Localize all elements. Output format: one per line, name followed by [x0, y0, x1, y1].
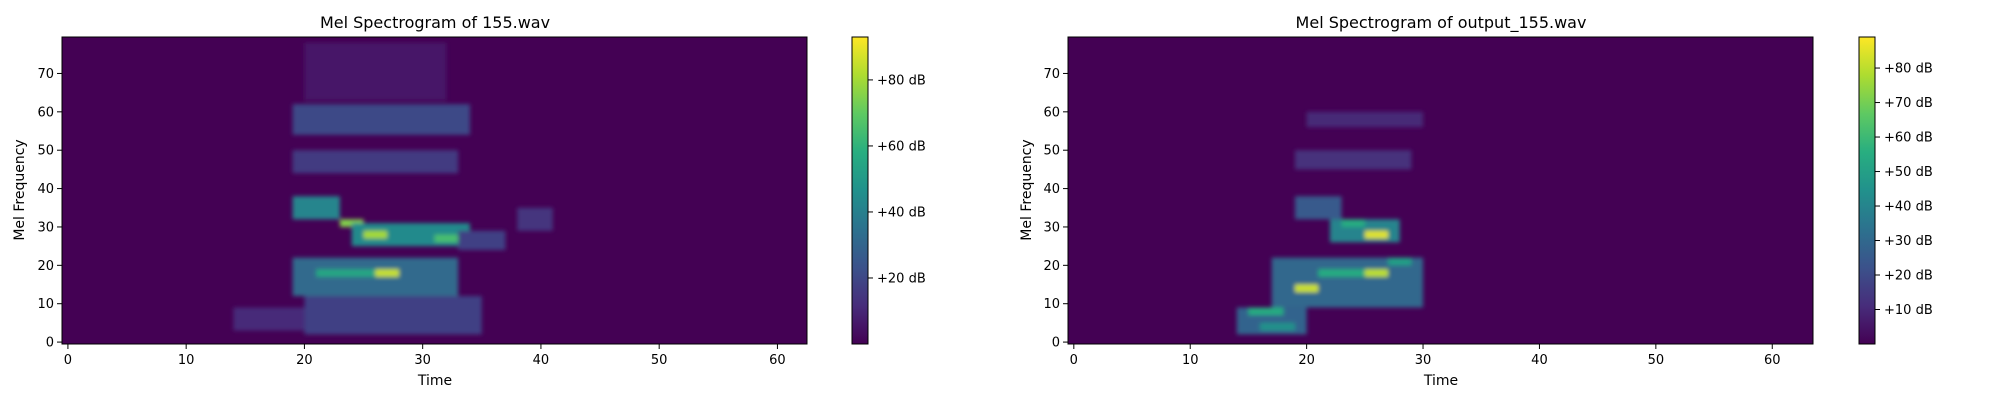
spectrogram-cell-14	[1306, 111, 1424, 128]
spectrogram-cell-3	[1260, 322, 1295, 331]
colorbar-tick-label: +60 dB	[877, 139, 926, 154]
panel-2-background	[1068, 37, 1813, 344]
spectrogram-cell-11	[1364, 230, 1389, 239]
spectrogram-cell-9	[363, 230, 388, 239]
y-tick-label: 40	[1043, 182, 1060, 197]
spectrogram-cell-11	[458, 230, 506, 250]
spectrogram-cell-6	[292, 196, 340, 220]
x-tick-label: 20	[1298, 353, 1315, 368]
panel-2-y-ticks: 0 10 20 30 40 50 60 70	[1043, 67, 1068, 351]
x-tick-label: 0	[64, 353, 72, 368]
spectrogram-cell-2	[304, 296, 482, 335]
spectrogram-cell-15	[304, 42, 447, 101]
y-tick-label: 20	[1043, 259, 1060, 274]
colorbar-tick-label: +80 dB	[877, 73, 926, 88]
y-tick-label: 60	[37, 105, 54, 120]
x-tick-label: 50	[651, 353, 668, 368]
x-tick-label: 20	[296, 353, 313, 368]
spectrogram-cell-13	[1294, 150, 1412, 170]
panel-1-frame	[61, 36, 808, 345]
y-tick-label: 30	[1043, 220, 1060, 235]
panel-2-y-label: Mel Frequency	[1019, 139, 1035, 240]
panel-2-title: Mel Spectrogram of output_155.wav	[1296, 13, 1587, 33]
panel-1-colorbar-ticks: +20 dB +40 dB +60 dB +80 dB	[868, 73, 926, 286]
x-tick-label: 30	[1415, 353, 1432, 368]
panel-2-colorbar-ticks: +10 dB +20 dB +30 dB +40 dB +50 dB +60 dB +70 …	[1875, 62, 1933, 318]
x-tick-label: 0	[1070, 353, 1078, 368]
spectrogram-cell-13	[292, 150, 459, 174]
y-tick-label: 20	[37, 259, 54, 274]
y-tick-label: 50	[37, 144, 54, 159]
spectrogram-cell-4	[1271, 257, 1424, 308]
y-tick-label: 10	[37, 297, 54, 312]
spectrogram-cell-2	[1248, 307, 1284, 316]
colorbar-tick-label: +20 dB	[877, 271, 926, 286]
x-tick-label: 10	[178, 353, 195, 368]
panel-2-cells	[1236, 111, 1424, 335]
x-tick-label: 60	[1764, 353, 1781, 368]
panel-1-x-ticks: 0 10 20 30 40 50 60	[64, 344, 786, 368]
panel-2-x-label: Time	[1423, 373, 1458, 389]
y-tick-label: 40	[37, 182, 54, 197]
panel-2: Mel Spectrogram of output_155.wav 0 10 20 3…	[1019, 13, 1933, 389]
spectrogram-cell-4	[316, 269, 400, 277]
colorbar-tick-label: +80 dB	[1884, 62, 1933, 77]
y-tick-label: 50	[1043, 144, 1060, 159]
panel-1-title: Mel Spectrogram of 155.wav	[320, 13, 550, 32]
panel-2-frame	[1067, 36, 1814, 345]
panel-2-colorbar	[1858, 36, 1876, 345]
panel-1-y-label: Mel Frequency	[12, 139, 28, 240]
y-tick-label: 0	[1052, 336, 1060, 351]
x-tick-label: 60	[769, 353, 786, 368]
colorbar-tick-label: +30 dB	[1884, 234, 1933, 249]
panel-1-cells	[233, 42, 553, 335]
spectrogram-cell-10	[434, 234, 459, 243]
colorbar-tick-label: +10 dB	[1884, 303, 1933, 318]
panel-1-colorbar	[851, 36, 869, 345]
colorbar-tick-label: +50 dB	[1884, 165, 1933, 180]
y-tick-label: 70	[37, 67, 54, 82]
x-tick-label: 50	[1648, 353, 1665, 368]
y-tick-label: 60	[1043, 105, 1060, 120]
panel-1: Mel Spectrogram of 155.wav 0 10 20 30 40 50 60…	[12, 13, 926, 389]
spectrogram-cell-5	[375, 269, 400, 277]
panel-2-x-ticks: 0 10 20 30 40 50 60	[1070, 344, 1781, 368]
spectrogram-cell-5	[1294, 284, 1319, 293]
colorbar-tick-label: +70 dB	[1884, 96, 1933, 111]
x-tick-label: 10	[1182, 353, 1199, 368]
y-tick-label: 0	[46, 336, 54, 351]
y-tick-label: 30	[37, 220, 54, 235]
spectrogram-cell-8	[1388, 257, 1412, 266]
panel-1-x-label: Time	[417, 373, 452, 389]
spectrogram-cell-12	[1341, 219, 1365, 227]
x-tick-label: 40	[533, 353, 550, 368]
spectrogram-cell-9	[1294, 196, 1342, 220]
x-tick-label: 40	[1531, 353, 1548, 368]
x-tick-label: 30	[414, 353, 431, 368]
colorbar-tick-label: +60 dB	[1884, 131, 1933, 146]
colorbar-tick-label: +40 dB	[877, 205, 926, 220]
spectrogram-cell-6	[1318, 269, 1365, 277]
panel-1-y-ticks: 0 10 20 30 40 50 60 70	[37, 67, 62, 351]
spectrogram-cell-12	[517, 207, 553, 231]
colorbar-tick-label: +20 dB	[1884, 269, 1933, 284]
spectrogram-cell-7	[1364, 269, 1389, 277]
spectrogram-cell-14	[292, 104, 470, 135]
colorbar-tick-label: +40 dB	[1884, 200, 1933, 215]
y-tick-label: 10	[1043, 297, 1060, 312]
spectrogram-cell-1	[233, 307, 305, 331]
y-tick-label: 70	[1043, 67, 1060, 82]
